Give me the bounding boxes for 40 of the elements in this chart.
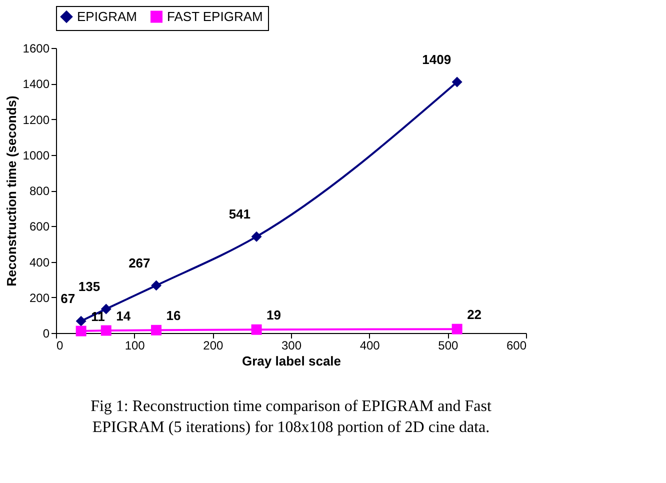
x-tick-label: 300 bbox=[281, 338, 302, 352]
data-label: 19 bbox=[266, 308, 281, 323]
y-tick-label: 1400 bbox=[22, 77, 50, 92]
x-tick-label: 500 bbox=[438, 338, 458, 352]
point bbox=[151, 280, 162, 291]
point bbox=[452, 76, 462, 88]
x-tick-label: 0 bbox=[56, 338, 64, 352]
data-label: 16 bbox=[166, 308, 181, 324]
data-label: 267 bbox=[128, 255, 150, 270]
x-tick-label: 400 bbox=[360, 338, 380, 352]
point bbox=[76, 326, 86, 336]
caption: Fig 1: Reconstruction time comparison of EPIGRAM and Fast EPIGRAM (5 iterations) for 108x108 portion of 2D cine data. bbox=[90, 398, 492, 436]
x-tick-label: 600 bbox=[506, 338, 527, 352]
y-axis-title: Reconstruction time (seconds) bbox=[4, 96, 19, 286]
point bbox=[452, 324, 462, 334]
point bbox=[251, 324, 262, 335]
y-tick-label: 0 bbox=[42, 326, 50, 340]
data-label: 11 bbox=[91, 309, 105, 324]
data-label: 67 bbox=[60, 291, 76, 306]
x-tick-label: 100 bbox=[124, 338, 146, 352]
data-label: 22 bbox=[467, 307, 482, 322]
point bbox=[151, 324, 162, 336]
y-tick-label: 1000 bbox=[22, 148, 50, 162]
point bbox=[76, 316, 86, 326]
legend-label: EPIGRAM bbox=[77, 8, 137, 24]
y-tick-label: 200 bbox=[29, 290, 50, 305]
x-axis-title: Gray label scale bbox=[242, 354, 342, 368]
legend-label: FAST EPIGRAM bbox=[167, 8, 263, 24]
point bbox=[100, 325, 112, 336]
point bbox=[251, 231, 262, 242]
data-label: 135 bbox=[78, 278, 100, 294]
data-label: 541 bbox=[228, 206, 251, 222]
data-label: 14 bbox=[116, 308, 132, 324]
y-tick-label: 400 bbox=[29, 255, 50, 270]
y-tick-label: 1200 bbox=[22, 112, 50, 127]
y-tick-label: 800 bbox=[29, 184, 50, 198]
y-tick-label: 1600 bbox=[22, 42, 50, 56]
x-tick-label: 200 bbox=[203, 338, 224, 352]
data-label: 1409 bbox=[422, 52, 452, 68]
y-tick-label: 600 bbox=[29, 220, 50, 234]
